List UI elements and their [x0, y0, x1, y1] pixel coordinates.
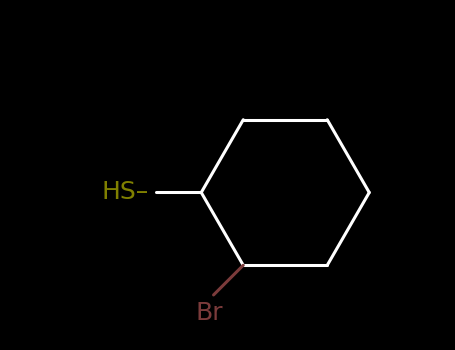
Text: HS–: HS– — [101, 181, 149, 204]
Text: Br: Br — [196, 301, 223, 325]
